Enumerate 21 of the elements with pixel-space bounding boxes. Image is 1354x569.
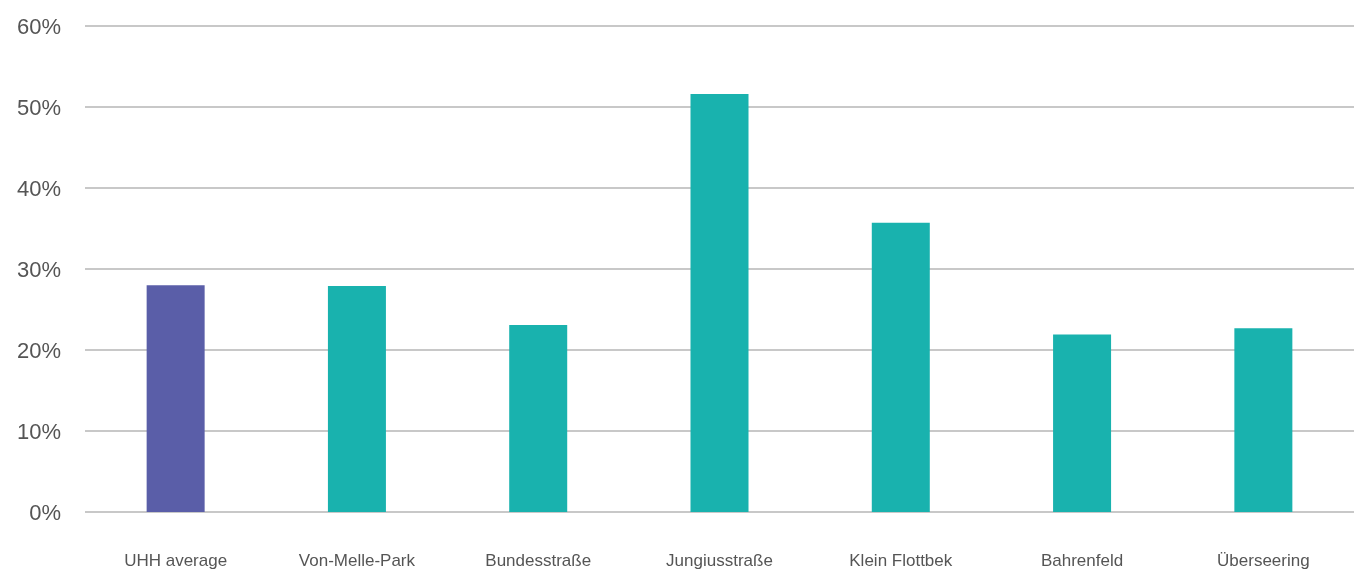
y-tick-label: 30% bbox=[16, 256, 61, 282]
x-tick-label: Bundesstraße bbox=[485, 551, 592, 569]
y-tick-label: 50% bbox=[16, 94, 61, 120]
x-tick-label: Jungiusstraße bbox=[666, 551, 773, 569]
bar bbox=[871, 222, 930, 512]
bar bbox=[690, 94, 749, 512]
y-tick-label: 60% bbox=[16, 13, 61, 39]
bar bbox=[327, 286, 386, 512]
y-tick-label: 0% bbox=[29, 499, 61, 525]
bar bbox=[1053, 334, 1112, 512]
x-tick-label: UHH average bbox=[124, 551, 228, 569]
x-tick-label: Überseering bbox=[1217, 551, 1310, 569]
y-tick-label: 10% bbox=[16, 418, 61, 444]
y-tick-label: 20% bbox=[16, 337, 61, 363]
bar bbox=[146, 285, 205, 512]
bar bbox=[1234, 328, 1293, 512]
y-tick-label: 40% bbox=[16, 175, 61, 201]
x-tick-label: Bahrenfeld bbox=[1040, 551, 1124, 569]
x-tick-label: Klein Flottbek bbox=[849, 551, 953, 569]
x-tick-label: Von-Melle-Park bbox=[298, 551, 416, 569]
bar bbox=[509, 324, 568, 512]
